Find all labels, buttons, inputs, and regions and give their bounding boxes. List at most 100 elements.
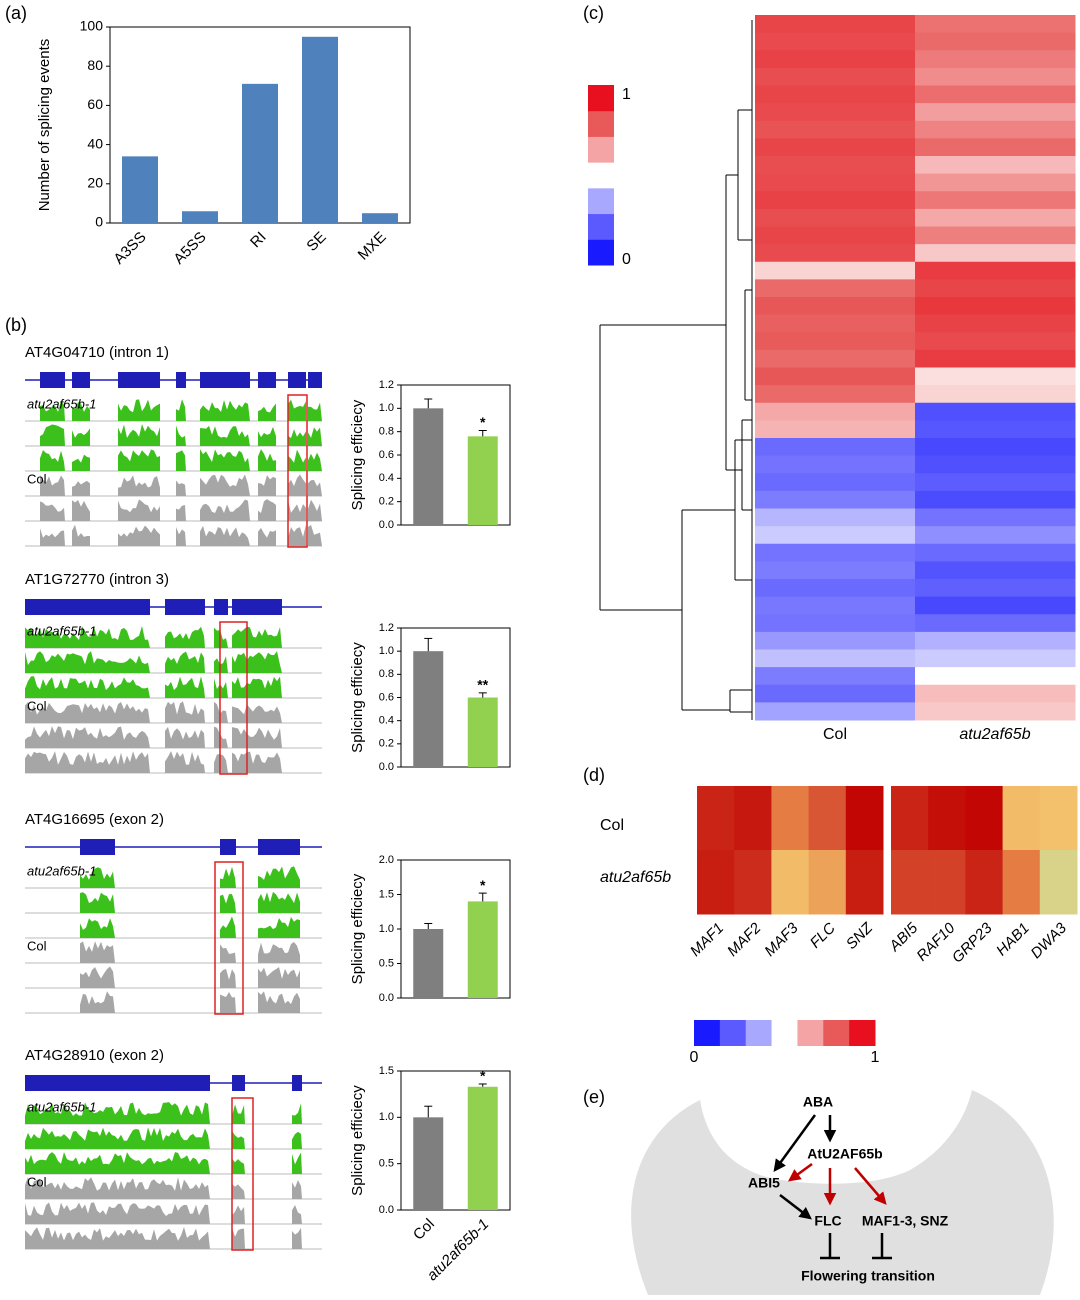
significance: *	[480, 877, 486, 893]
x-tick-label: GRP23	[949, 919, 996, 966]
bar	[413, 1117, 444, 1210]
coverage	[232, 1130, 245, 1149]
heatmap-cell	[755, 702, 916, 721]
bar	[362, 213, 398, 223]
exon	[176, 372, 186, 388]
coverage	[258, 527, 276, 546]
x-tick-label: RI	[247, 229, 270, 252]
y-tick-label: 1.0	[379, 923, 394, 935]
y-tick-label: 1.0	[379, 645, 394, 657]
coverage	[232, 727, 282, 748]
heatmap-cell	[755, 103, 916, 122]
coverage	[232, 1104, 245, 1124]
heatmap-cell	[808, 850, 847, 915]
heatmap-cell	[755, 314, 916, 333]
exon	[25, 1075, 210, 1091]
coverage	[220, 866, 236, 888]
coverage	[308, 402, 322, 421]
coverage	[25, 1202, 210, 1224]
exon	[72, 372, 90, 388]
coverage	[220, 992, 236, 1013]
exon	[25, 599, 150, 615]
highlight-box	[231, 1097, 254, 1251]
coverage	[288, 474, 306, 496]
heatmap-cell	[755, 473, 916, 492]
coverage	[214, 754, 228, 773]
heatmap-cell	[915, 702, 1076, 721]
highlight-box	[287, 394, 308, 548]
coverage	[232, 1227, 245, 1249]
heatmap-cell	[734, 850, 772, 915]
heatmap-cell	[928, 850, 966, 915]
y-tick-label: 60	[87, 96, 103, 112]
bar	[242, 83, 278, 223]
heatmap-cell	[1002, 850, 1041, 915]
highlight-box	[214, 861, 244, 1015]
row-label: atu2af65b	[600, 869, 671, 886]
heatmap-cell	[891, 786, 929, 851]
y-tick-label: 1.5	[379, 1065, 394, 1077]
coverage	[25, 626, 150, 648]
exon	[40, 372, 65, 388]
heatmap-cell	[915, 32, 1076, 51]
x-tick-label: MAF3	[761, 919, 802, 960]
heatmap-cell	[915, 332, 1076, 351]
heatmap-cell	[915, 667, 1076, 686]
heatmap-cell	[915, 349, 1076, 368]
heatmap-cell	[915, 420, 1076, 439]
heatmap-cell	[755, 120, 916, 139]
heatmap-cell	[755, 438, 916, 457]
coverage	[288, 429, 306, 446]
heatmap-cell	[755, 85, 916, 104]
heatmap-cell	[915, 543, 1076, 562]
y-tick-label: 0.4	[379, 715, 394, 727]
coverage	[118, 399, 160, 421]
y-tick-label: 40	[87, 135, 103, 151]
diagram-node: MAF1-3, SNZ	[862, 1213, 949, 1229]
bar	[467, 436, 498, 525]
heatmap-cell	[915, 490, 1076, 509]
bar	[122, 156, 158, 223]
exon	[232, 599, 282, 615]
plot-frame	[400, 1070, 511, 1211]
coverage	[165, 651, 205, 673]
sample-label: atu2af65b-1	[27, 1099, 96, 1114]
coverage	[232, 1183, 245, 1199]
heatmap-cell	[1002, 786, 1041, 851]
y-tick-label: 0.6	[379, 691, 394, 703]
heatmap-cell	[755, 244, 916, 263]
coverage	[308, 480, 322, 496]
heatmap-cell	[755, 526, 916, 545]
colorbar-block	[745, 1020, 773, 1046]
coverage	[292, 1103, 302, 1124]
sample-label: Col	[27, 471, 47, 486]
coverage	[258, 941, 300, 963]
heatmap-cell	[808, 786, 847, 851]
coverage	[232, 1205, 245, 1224]
diagram-background	[631, 1090, 1054, 1295]
y-tick-label: 0.2	[379, 738, 394, 750]
heatmap-cell	[755, 297, 916, 316]
coverage	[214, 627, 228, 648]
coverage	[214, 701, 228, 723]
diagram-node: FLC	[814, 1213, 841, 1229]
y-tick-label: 0.4	[379, 472, 394, 484]
heatmap-cell	[915, 561, 1076, 580]
heatmap-cell	[755, 631, 916, 650]
coverage	[80, 941, 115, 963]
heatmap-cell	[915, 173, 1076, 192]
coverage	[288, 524, 306, 546]
sample-label: Col	[27, 1174, 47, 1189]
coverage	[25, 651, 150, 673]
colorbar-block	[771, 1020, 798, 1046]
coverage	[25, 726, 150, 748]
colorbar-label: 0	[622, 251, 631, 268]
heatmap-cell	[915, 684, 1076, 703]
heatmap-cell	[697, 850, 735, 915]
x-tick-label: A3SS	[110, 229, 149, 268]
coverage	[200, 499, 250, 521]
coverage	[165, 626, 205, 648]
colorbar-block	[588, 85, 614, 112]
coverage	[72, 524, 90, 546]
